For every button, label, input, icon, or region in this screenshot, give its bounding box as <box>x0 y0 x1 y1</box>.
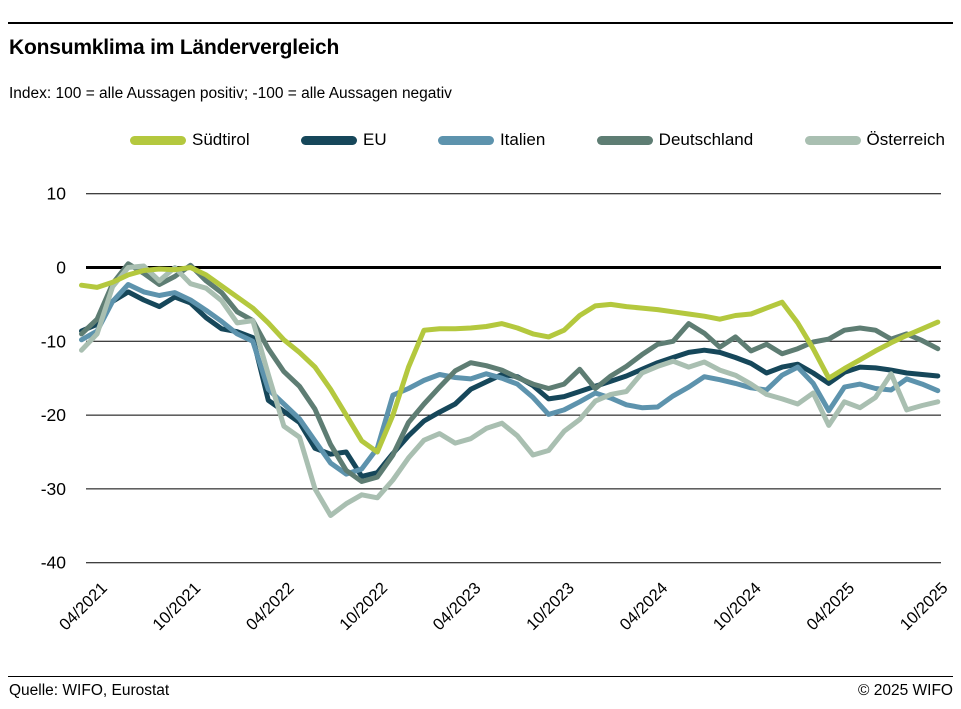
series-line-oesterreich <box>79 263 941 518</box>
legend-swatch-eu <box>300 135 357 145</box>
legend-label: EU <box>362 130 387 149</box>
y-axis-tick-label: -10 <box>41 331 67 351</box>
x-axis-tick-label: 04/2025 <box>803 579 858 634</box>
x-axis-tick-label: 10/2023 <box>523 579 578 634</box>
legend-item-eu: EU <box>300 130 387 150</box>
page-title: Konsumklima im Ländervergleich <box>9 36 340 59</box>
y-axis-tick-label: -20 <box>41 405 67 425</box>
x-axis-tick-label: 04/2023 <box>430 579 485 634</box>
legend-swatch-suedtirol <box>130 135 186 145</box>
legend-label: Italien <box>499 130 546 149</box>
legend-swatch-italien <box>437 135 494 145</box>
legend-swatch-oesterreich <box>804 135 861 145</box>
x-axis-tick-label: 04/2021 <box>56 579 111 634</box>
x-axis-tick-label: 10/2021 <box>149 579 204 634</box>
y-axis-tick-label: -30 <box>41 479 67 499</box>
x-axis-tick-label: 10/2025 <box>897 579 952 634</box>
footer-copyright: © 2025 WIFO <box>858 682 953 699</box>
footer-rule <box>8 676 953 677</box>
chart-legend: Südtirol EU Italien Deutschland Österreich <box>130 130 945 150</box>
x-axis-tick-label: 10/2024 <box>710 579 765 634</box>
y-axis-tick-label: 10 <box>47 184 67 204</box>
x-axis-tick-label: 04/2022 <box>243 579 298 634</box>
y-axis-tick-label: -40 <box>41 553 67 573</box>
legend-item-oesterreich: Österreich <box>804 130 945 150</box>
top-rule <box>8 22 953 24</box>
legend-label: Österreich <box>866 130 945 149</box>
legend-item-deutschland: Deutschland <box>596 130 754 150</box>
x-axis-tick-label: 10/2022 <box>336 579 391 634</box>
footer-source: Quelle: WIFO, Eurostat <box>9 682 170 699</box>
legend-item-italien: Italien <box>437 130 546 150</box>
series-line-eu <box>79 289 941 479</box>
y-axis-tick-label: 0 <box>56 258 66 278</box>
legend-item-suedtirol: Südtirol <box>130 130 250 150</box>
x-axis-tick-label: 04/2024 <box>616 579 671 634</box>
legend-swatch-deutschland <box>596 135 653 145</box>
series-line-deutschland <box>79 261 941 484</box>
legend-label: Südtirol <box>192 130 250 149</box>
page-subtitle: Index: 100 = alle Aussagen positiv; -100… <box>9 85 452 102</box>
legend-label: Deutschland <box>658 130 754 149</box>
series-line-italien <box>79 282 941 477</box>
series-line-suedtirol <box>79 265 941 455</box>
